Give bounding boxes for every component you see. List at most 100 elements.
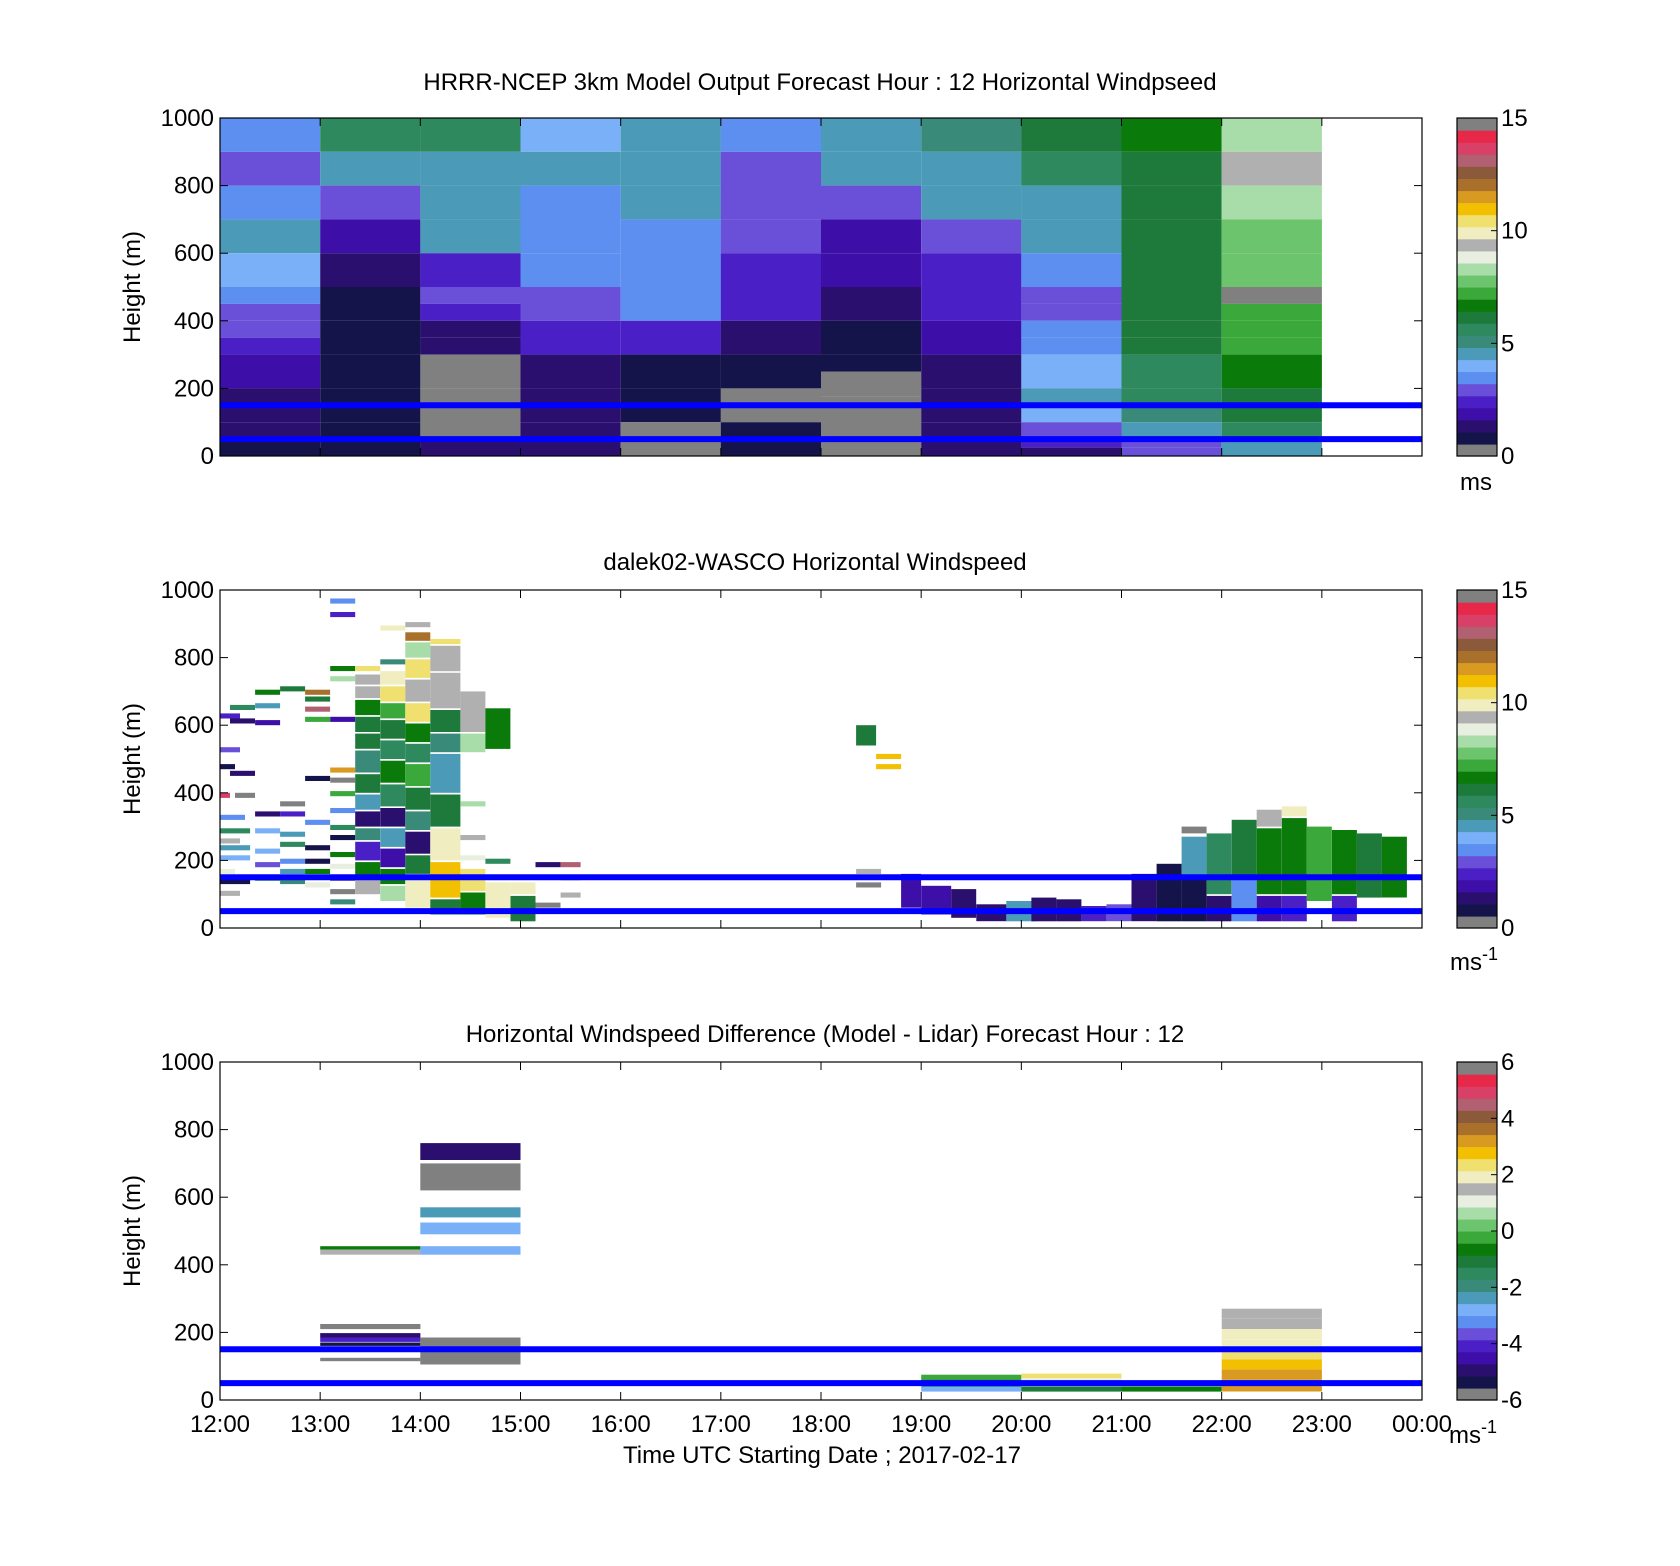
heatmap-cell bbox=[430, 645, 461, 672]
heatmap-cell bbox=[1021, 371, 1122, 389]
heatmap-cell bbox=[420, 303, 521, 321]
heatmap-cell bbox=[220, 890, 240, 896]
colorbar-segment bbox=[1457, 626, 1497, 639]
heatmap-cell bbox=[355, 841, 381, 861]
heatmap-cell bbox=[355, 666, 381, 672]
colorbar-segment bbox=[1457, 130, 1497, 143]
heatmap-cell bbox=[305, 706, 331, 712]
heatmap-cell bbox=[1221, 118, 1322, 152]
colorbar-tick-label: 5 bbox=[1501, 330, 1514, 357]
heatmap-cell bbox=[330, 676, 356, 682]
heatmap-cell bbox=[280, 841, 306, 847]
heatmap-cell bbox=[420, 439, 521, 456]
heatmap-cell bbox=[921, 320, 1022, 355]
colorbar-segment bbox=[1457, 407, 1497, 421]
colorbar-segment bbox=[1457, 1086, 1497, 1099]
heatmap-cell bbox=[1221, 1308, 1322, 1319]
heatmap-cell bbox=[355, 674, 381, 685]
x-tick-label: 12:00 bbox=[190, 1411, 250, 1438]
x-tick-label: 23:00 bbox=[1292, 1411, 1352, 1438]
heatmap-cell bbox=[420, 253, 521, 287]
colorbar-segment bbox=[1457, 1351, 1497, 1365]
y-tick-label: 0 bbox=[201, 443, 214, 470]
colorbar-segment bbox=[1457, 371, 1497, 385]
colorbar-segment bbox=[1457, 807, 1497, 820]
panel-difference-colorbar: -6 -4 -2 0 2 4 6 bbox=[1456, 1049, 1522, 1414]
heatmap-cell bbox=[355, 750, 381, 773]
heatmap-cell bbox=[1021, 1373, 1122, 1378]
heatmap-cell bbox=[921, 1386, 1022, 1392]
y-tick-label: 600 bbox=[174, 712, 214, 739]
heatmap-cell bbox=[220, 439, 321, 456]
colorbar-segment bbox=[1457, 1194, 1497, 1208]
heatmap-cell bbox=[220, 303, 321, 321]
heatmap-cell bbox=[330, 899, 356, 905]
heatmap-cell bbox=[720, 219, 821, 254]
heatmap-cell bbox=[1181, 879, 1207, 922]
colorbar-segment bbox=[1457, 335, 1497, 348]
heatmap-cell bbox=[560, 892, 581, 898]
colorbar-segment bbox=[1457, 238, 1497, 252]
heatmap-cell bbox=[430, 794, 461, 827]
colorbar-tick-label: 15 bbox=[1501, 577, 1528, 604]
heatmap-cell bbox=[355, 686, 381, 699]
heatmap-cell bbox=[1306, 826, 1332, 901]
x-tick-label: 22:00 bbox=[1192, 1411, 1252, 1438]
heatmap-cell bbox=[355, 699, 381, 716]
heatmap-cell bbox=[1221, 388, 1322, 406]
heatmap-cell bbox=[255, 828, 281, 834]
heatmap-cell bbox=[320, 1246, 421, 1250]
heatmap-cell bbox=[405, 679, 431, 702]
heatmap-cell bbox=[901, 873, 922, 908]
heatmap-cell bbox=[405, 787, 431, 810]
heatmap-cell bbox=[220, 388, 321, 406]
heatmap-cell bbox=[460, 835, 486, 841]
heatmap-cell bbox=[620, 320, 721, 355]
y-tick-label: 600 bbox=[174, 240, 214, 267]
heatmap-cell bbox=[485, 708, 511, 749]
colorbar-segment bbox=[1457, 226, 1497, 240]
panel-lidar-title: dalek02-WASCO Horizontal Windspeed bbox=[603, 549, 1026, 576]
heatmap-cell bbox=[856, 725, 877, 746]
y-tick-label: 600 bbox=[174, 1184, 214, 1211]
heatmap-cell bbox=[420, 337, 521, 355]
panel-difference-title: Horizontal Windspeed Difference (Model -… bbox=[466, 1021, 1185, 1048]
panel-difference-y-axis: 0 200 400 600 800 1000 bbox=[161, 1049, 1422, 1414]
heatmap-cell bbox=[430, 828, 461, 861]
heatmap-cell bbox=[821, 185, 922, 220]
heatmap-cell bbox=[220, 287, 321, 304]
panel-lidar-ylabel: Height (m) bbox=[119, 703, 146, 815]
heatmap-cell bbox=[220, 371, 321, 389]
heatmap-cell bbox=[1021, 303, 1122, 321]
heatmap-cell bbox=[320, 1324, 421, 1330]
heatmap-cell bbox=[405, 831, 431, 854]
heatmap-cell bbox=[430, 753, 461, 793]
heatmap-cell bbox=[1221, 405, 1322, 423]
heatmap-cell bbox=[420, 405, 521, 440]
heatmap-cell bbox=[430, 710, 461, 732]
colorbar-segment bbox=[1457, 1291, 1497, 1305]
heatmap-cell bbox=[280, 858, 306, 864]
heatmap-cell bbox=[330, 824, 356, 830]
colorbar-segment bbox=[1457, 867, 1497, 881]
heatmap-cell bbox=[460, 733, 486, 753]
heatmap-cell bbox=[460, 855, 486, 861]
heatmap-cell bbox=[220, 118, 321, 152]
colorbar-tick-label: 10 bbox=[1501, 690, 1528, 717]
heatmap-cell bbox=[1221, 354, 1322, 372]
heatmap-cell bbox=[330, 767, 356, 773]
y-tick-label: 400 bbox=[174, 308, 214, 335]
heatmap-cell bbox=[510, 882, 536, 895]
panel-difference-unit-base: ms bbox=[1449, 1422, 1481, 1449]
heatmap-cell bbox=[420, 219, 521, 254]
colorbar-tick-label: -6 bbox=[1501, 1387, 1522, 1414]
colorbar-segment bbox=[1457, 1062, 1497, 1075]
heatmap-cell bbox=[355, 716, 381, 732]
heatmap-cell bbox=[1221, 185, 1322, 220]
heatmap-cell bbox=[1221, 1329, 1322, 1340]
panel-model-cells bbox=[220, 118, 1322, 456]
panel-model-ylabel: Height (m) bbox=[119, 231, 146, 343]
heatmap-cell bbox=[620, 287, 721, 321]
heatmap-cell bbox=[220, 354, 321, 372]
heatmap-cell bbox=[380, 828, 406, 847]
